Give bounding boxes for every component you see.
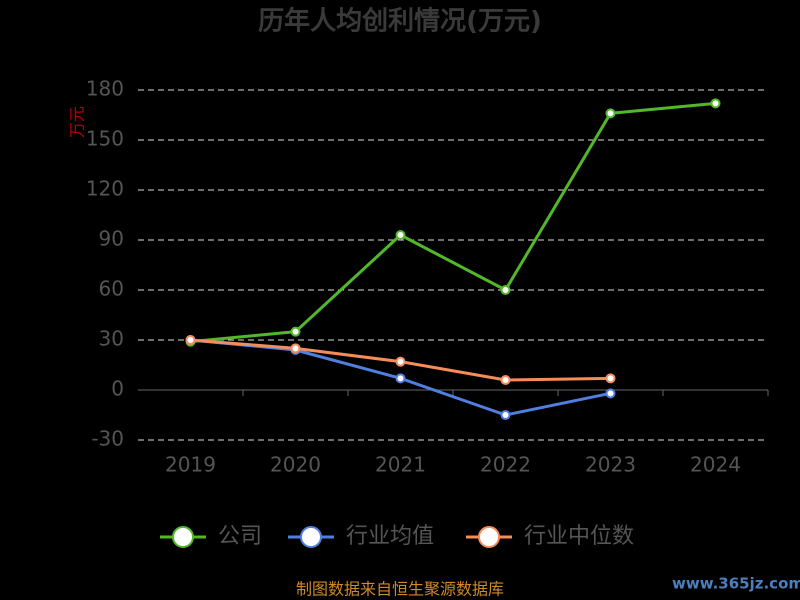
data-point xyxy=(710,98,721,109)
legend-marker xyxy=(478,526,500,548)
y-tick-label: 180 xyxy=(86,77,124,101)
legend-marker xyxy=(172,526,194,548)
data-point xyxy=(605,388,616,399)
data-point xyxy=(605,373,616,384)
legend-marker xyxy=(300,526,322,548)
data-point xyxy=(395,373,406,384)
y-tick-label: 120 xyxy=(86,177,124,201)
series-line xyxy=(190,101,716,344)
legend-label: 行业中位数 xyxy=(524,524,634,549)
x-tick-label: 2020 xyxy=(270,453,321,477)
y-tick-label: 0 xyxy=(111,377,124,401)
data-point xyxy=(395,230,406,240)
data-point xyxy=(605,108,616,119)
x-tick-label: 2019 xyxy=(165,453,216,477)
watermark: www.365jz.com xyxy=(672,575,800,593)
x-tick-label: 2021 xyxy=(375,453,426,477)
y-tick-label: 30 xyxy=(99,327,124,351)
x-tick-label: 2022 xyxy=(480,453,531,477)
data-point xyxy=(290,343,301,354)
y-tick-label: 90 xyxy=(99,227,124,251)
legend-label: 公司 xyxy=(218,524,262,549)
x-tick-label: 2023 xyxy=(585,453,636,477)
data-point xyxy=(185,335,196,345)
data-point xyxy=(395,356,406,367)
y-tick-label: 150 xyxy=(86,127,124,151)
data-point xyxy=(290,326,301,337)
data-point xyxy=(500,410,511,420)
legend-label: 行业均值 xyxy=(346,524,434,549)
x-tick-label: 2024 xyxy=(690,453,741,477)
chart-title: 历年人均创利情况(万元) xyxy=(258,6,542,37)
data-point xyxy=(500,285,511,295)
y-tick-label: 60 xyxy=(99,277,124,301)
y-axis-label: 万元 xyxy=(68,106,87,138)
data-point xyxy=(500,375,511,385)
source-note: 制图数据来自恒生聚源数据库 xyxy=(296,580,504,599)
y-tick-label: -30 xyxy=(91,427,124,451)
